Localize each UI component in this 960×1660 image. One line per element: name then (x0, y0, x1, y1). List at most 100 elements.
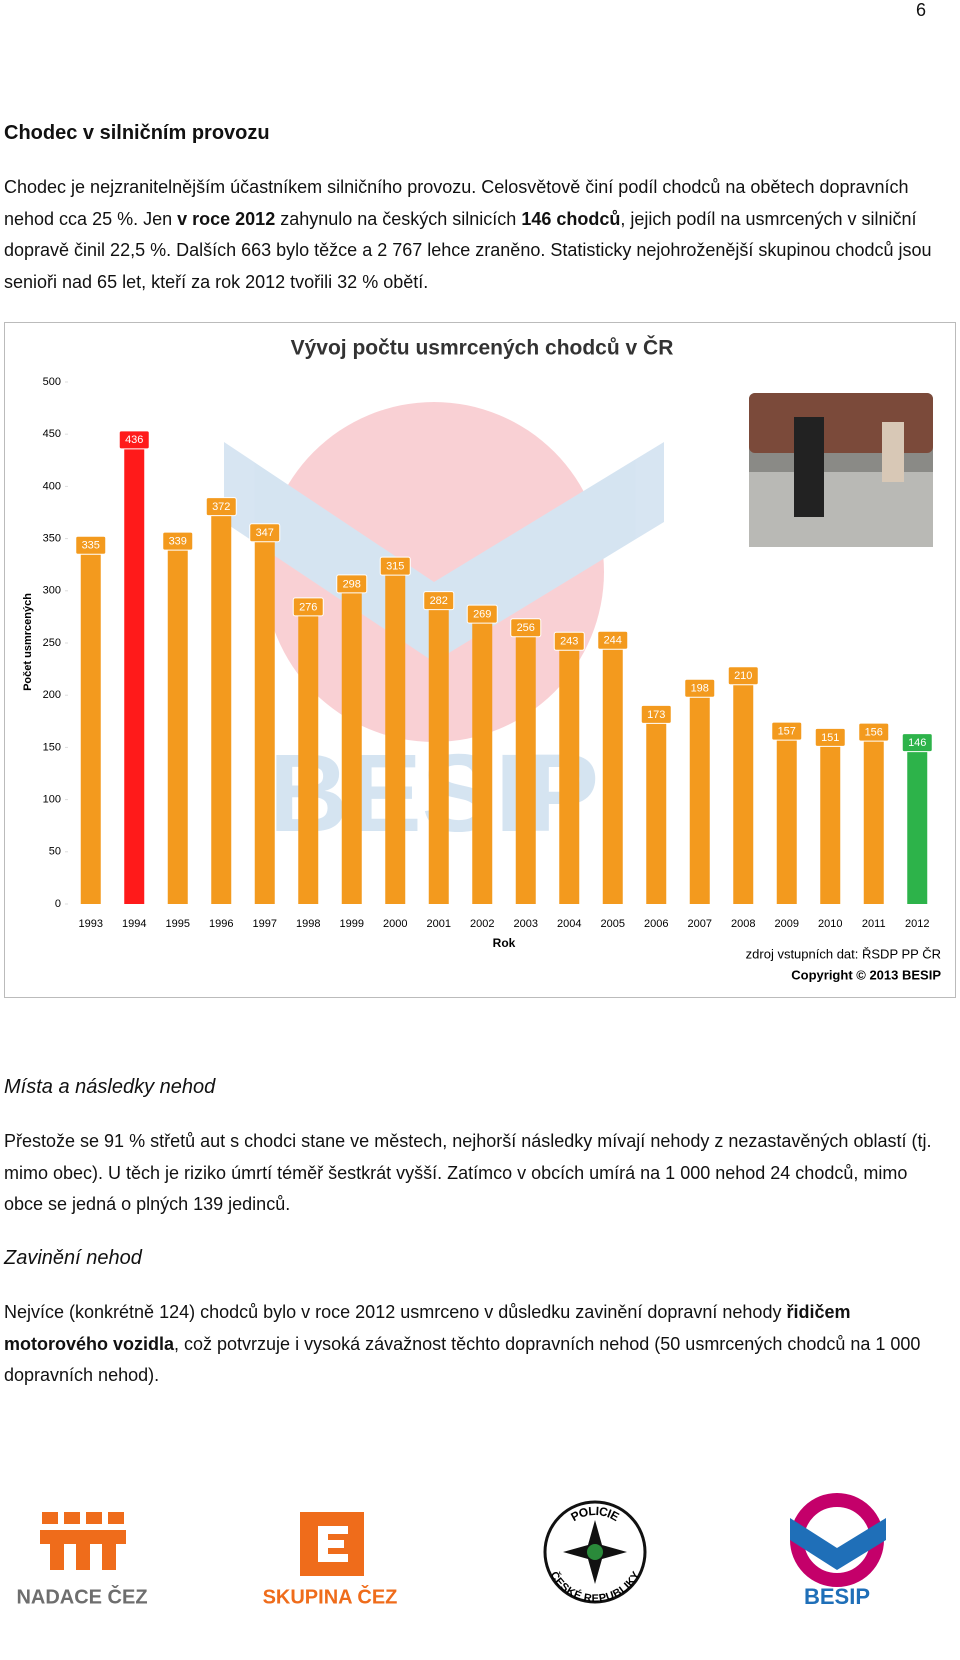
x-tick-label: 2004 (557, 918, 581, 930)
value-label: 244 (604, 635, 622, 647)
text-run: , jejich podíl na usmrcených v silniční … (4, 208, 932, 292)
section-title: Místa a následky nehod (4, 1076, 216, 1098)
value-label: 173 (647, 709, 665, 721)
bar (428, 609, 449, 904)
x-tick-label: 1996 (209, 918, 233, 930)
x-tick-label: 2010 (818, 918, 842, 930)
value-label-box (336, 574, 368, 594)
x-tick-label: 2003 (514, 918, 538, 930)
value-label: 156 (865, 727, 883, 739)
y-tick-label: 100 (43, 794, 61, 806)
value-label-box (379, 556, 411, 576)
text-run: 146 chodců (521, 208, 621, 229)
logo-text: POLICIE (569, 1504, 622, 1524)
x-tick-label: 1997 (253, 918, 277, 930)
value-label: 157 (778, 725, 796, 737)
value-label: 436 (125, 434, 143, 446)
heading: Chodec v silničním provozu (4, 122, 270, 144)
value-label-box (597, 630, 629, 650)
text-run: Nejvíce (konkrétně 124) chodců bylo v ro… (4, 1302, 787, 1322)
x-axis-label: Rok (493, 936, 516, 950)
x-tick-label: 2005 (601, 918, 625, 930)
x-tick-label: 2007 (688, 918, 712, 930)
page-number: 6 (915, 0, 926, 20)
nadace-logo (40, 1512, 126, 1570)
bar (385, 575, 406, 904)
paragraph: Nejvíce (konkrétně 124) chodců bylo v ro… (4, 1297, 934, 1392)
value-label: 243 (560, 636, 578, 648)
logos: NADACE ČEZ SKUPINA ČEZ POLICIE ČESKÉ REP… (16, 1493, 886, 1609)
x-tick-label: 2008 (731, 918, 755, 930)
bar (80, 554, 101, 904)
value-label: 339 (169, 535, 187, 547)
logo-text: NADACE ČEZ (16, 1584, 147, 1608)
besip-mark (790, 1518, 886, 1570)
value-label-box (466, 604, 498, 624)
value-label: 282 (430, 595, 448, 607)
value-label: 315 (386, 561, 404, 573)
value-label-box (901, 733, 933, 753)
value-label: 269 (473, 609, 491, 621)
x-tick-label: 2009 (775, 918, 799, 930)
y-tick-label: 0 (55, 898, 61, 910)
y-tick-label: 200 (43, 689, 61, 701)
bar (472, 623, 493, 904)
chart: BESIP Vývoj počtu usmrcených chodců v ČR… (4, 322, 956, 998)
text-run: řidičem motorového vozidla (4, 1302, 851, 1354)
text-run: , což potvrzuje i vysoká závažnost těcht… (4, 1333, 921, 1386)
text-run: zahynulo na českých silnicích (275, 208, 522, 229)
y-tick-label: 150 (43, 741, 61, 753)
x-tick-label: 1998 (296, 918, 320, 930)
y-tick-label: 300 (43, 585, 61, 597)
value-label-box (249, 523, 281, 543)
bar (298, 615, 319, 904)
x-tick-label: 2012 (905, 918, 929, 930)
value-label-box (118, 430, 150, 450)
bar (689, 697, 710, 904)
y-tick-label: 50 (49, 846, 61, 858)
value-label-box (205, 497, 237, 517)
y-tick-label: 350 (43, 533, 61, 545)
value-label: 210 (734, 670, 752, 682)
value-label: 276 (299, 601, 317, 613)
value-label: 198 (691, 683, 709, 695)
bar (733, 684, 754, 904)
value-label-box (771, 721, 803, 741)
cez-mark (318, 1526, 348, 1562)
value-label: 372 (212, 501, 230, 513)
bar (907, 751, 928, 904)
x-tick-label: 2000 (383, 918, 407, 930)
x-tick-label: 1993 (79, 918, 103, 930)
y-tick-label: 400 (43, 480, 61, 492)
value-label-box (727, 666, 759, 686)
copyright: Copyright © 2013 BESIP (791, 967, 941, 982)
x-tick-label: 1995 (166, 918, 190, 930)
bar (211, 515, 232, 904)
value-label-box (553, 631, 585, 651)
y-tick-label: 250 (43, 637, 61, 649)
bar (776, 740, 797, 904)
bar (602, 649, 623, 904)
value-label-box (814, 727, 846, 747)
x-tick-label: 1999 (340, 918, 364, 930)
section-title: Zavinění nehod (4, 1247, 142, 1269)
value-label: 256 (517, 622, 535, 634)
bar (167, 550, 188, 904)
value-label-box (162, 531, 194, 551)
paragraph: Chodec je nejzranitelnějším účastníkem s… (4, 172, 934, 298)
value-label: 347 (256, 527, 274, 539)
text-run: v roce 2012 (177, 208, 276, 229)
y-axis-label: Počet usmrcených (22, 593, 34, 691)
y-tick-label: 500 (43, 376, 61, 388)
x-tick-label: 2011 (862, 918, 886, 930)
x-tick-label: 2006 (644, 918, 668, 930)
bar (515, 636, 536, 904)
value-label-box (292, 597, 324, 617)
text-run: Přestože se 91 % střetů aut s chodci sta… (4, 1131, 932, 1214)
value-label-box (640, 704, 672, 724)
bar (559, 650, 580, 904)
value-label: 298 (343, 578, 361, 590)
value-label-box (423, 591, 455, 611)
bar (863, 741, 884, 904)
